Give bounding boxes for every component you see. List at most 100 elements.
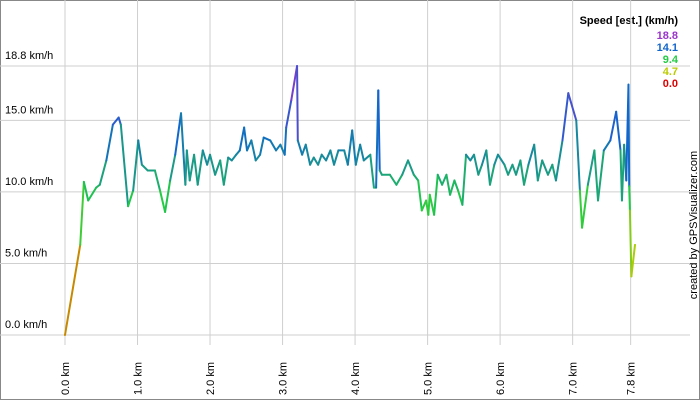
speed-segment	[388, 173, 398, 186]
speed-segment	[304, 143, 312, 166]
speed-segment	[359, 143, 365, 162]
speed-segment	[238, 126, 246, 152]
speed-segment	[269, 139, 278, 152]
speed-segment	[127, 189, 135, 208]
speed-segment	[87, 186, 98, 202]
speed-segment	[285, 99, 293, 129]
speed-segment	[581, 183, 589, 229]
speed-segment	[369, 153, 375, 189]
y-tick-label: 5.0 km/h	[5, 247, 47, 259]
speed-segment	[119, 123, 130, 208]
legend-entry: 18.8	[657, 30, 678, 42]
speed-segment	[533, 143, 539, 182]
x-tick-label: 7.0 km	[568, 362, 580, 395]
speed-segment	[511, 163, 518, 176]
credit: created by GPSVisualizer.com	[688, 151, 700, 299]
speed-segment	[485, 149, 491, 186]
speed-segment	[593, 149, 600, 202]
speed-segment	[473, 153, 480, 176]
speed-segment	[477, 163, 483, 176]
speed-segment	[597, 149, 605, 202]
speed-segment	[628, 185, 631, 212]
speed-segment	[105, 123, 114, 162]
speed-segment	[433, 173, 439, 216]
speed-segment	[515, 159, 522, 176]
speed-segment	[79, 180, 85, 246]
y-tick-label: 0.0 km/h	[5, 319, 47, 331]
speed-segment	[488, 163, 496, 186]
speed-segment	[445, 173, 452, 196]
speed-segment	[333, 149, 340, 166]
speed-segment	[296, 139, 304, 156]
speed-segment	[351, 129, 357, 166]
speed-segment	[275, 143, 282, 152]
speed-segment	[449, 179, 456, 196]
legend-entry: 0.0	[663, 78, 678, 90]
speed-segment	[201, 149, 209, 166]
speed-segment	[296, 65, 299, 142]
speed-segment	[523, 163, 530, 186]
speed-segment	[493, 153, 499, 166]
speed-segment	[461, 153, 468, 206]
speed-segment	[507, 163, 514, 176]
x-tick-label: 7.8 km	[626, 362, 638, 395]
legend-entry: 9.4	[663, 54, 679, 66]
speed-segment	[519, 159, 526, 186]
legend-title: Speed [est.] (km/h)	[580, 15, 679, 27]
speed-segment	[174, 112, 183, 156]
speed-segment	[453, 179, 460, 192]
speed-segment	[377, 89, 381, 172]
speed-segment	[346, 129, 354, 166]
y-tick-label: 10.0 km/h	[5, 176, 53, 188]
x-tick-label: 4.0 km	[350, 362, 362, 395]
speed-segment	[567, 92, 578, 122]
legend-entry: 4.7	[663, 66, 678, 78]
speed-segment	[536, 159, 544, 182]
speed-segment	[496, 153, 506, 166]
speed-segment	[317, 153, 323, 166]
speed-segment	[362, 153, 372, 162]
x-tick-label: 6.0 km	[495, 362, 507, 395]
speed-segment	[527, 143, 536, 166]
speed-segment	[309, 156, 315, 166]
speed-segment	[246, 139, 253, 152]
speed-segment	[153, 169, 161, 192]
speed-segment	[290, 65, 299, 102]
speed-segment	[628, 209, 633, 278]
speed-segment	[630, 243, 636, 278]
speed-segment	[561, 92, 570, 142]
speed-segment	[441, 173, 448, 186]
speed-segment	[98, 159, 108, 186]
speed-segment	[354, 143, 362, 166]
y-tick-label: 15.0 km/h	[5, 104, 53, 116]
speed-segment	[395, 173, 404, 186]
speed-segment	[428, 193, 436, 216]
speed-segment	[243, 126, 249, 152]
speed-segment	[140, 163, 149, 172]
speed-segment	[230, 153, 238, 162]
speed-segment	[407, 159, 415, 176]
speed-segment	[137, 139, 143, 166]
x-tick-label: 5.0 km	[423, 362, 435, 395]
speed-segment	[586, 149, 596, 186]
speed-segment	[325, 149, 332, 162]
speed-segment	[250, 139, 257, 162]
x-tick-label: 2.0 km	[205, 362, 217, 395]
speed-segment	[578, 189, 584, 229]
speed-segment	[222, 156, 230, 186]
speed-segment	[196, 149, 204, 186]
speed-segment	[546, 163, 554, 176]
speed-segment	[185, 149, 191, 182]
speed-segment	[320, 153, 328, 162]
speed-segment	[554, 139, 564, 182]
speed-segment	[412, 173, 420, 182]
speed-segment	[503, 163, 510, 176]
speed-segment	[219, 159, 225, 186]
speed-segment	[609, 110, 618, 142]
speed-segment	[329, 149, 336, 166]
speed-segment	[164, 179, 172, 213]
speed-segment	[117, 116, 122, 126]
speed-segment	[209, 153, 217, 176]
